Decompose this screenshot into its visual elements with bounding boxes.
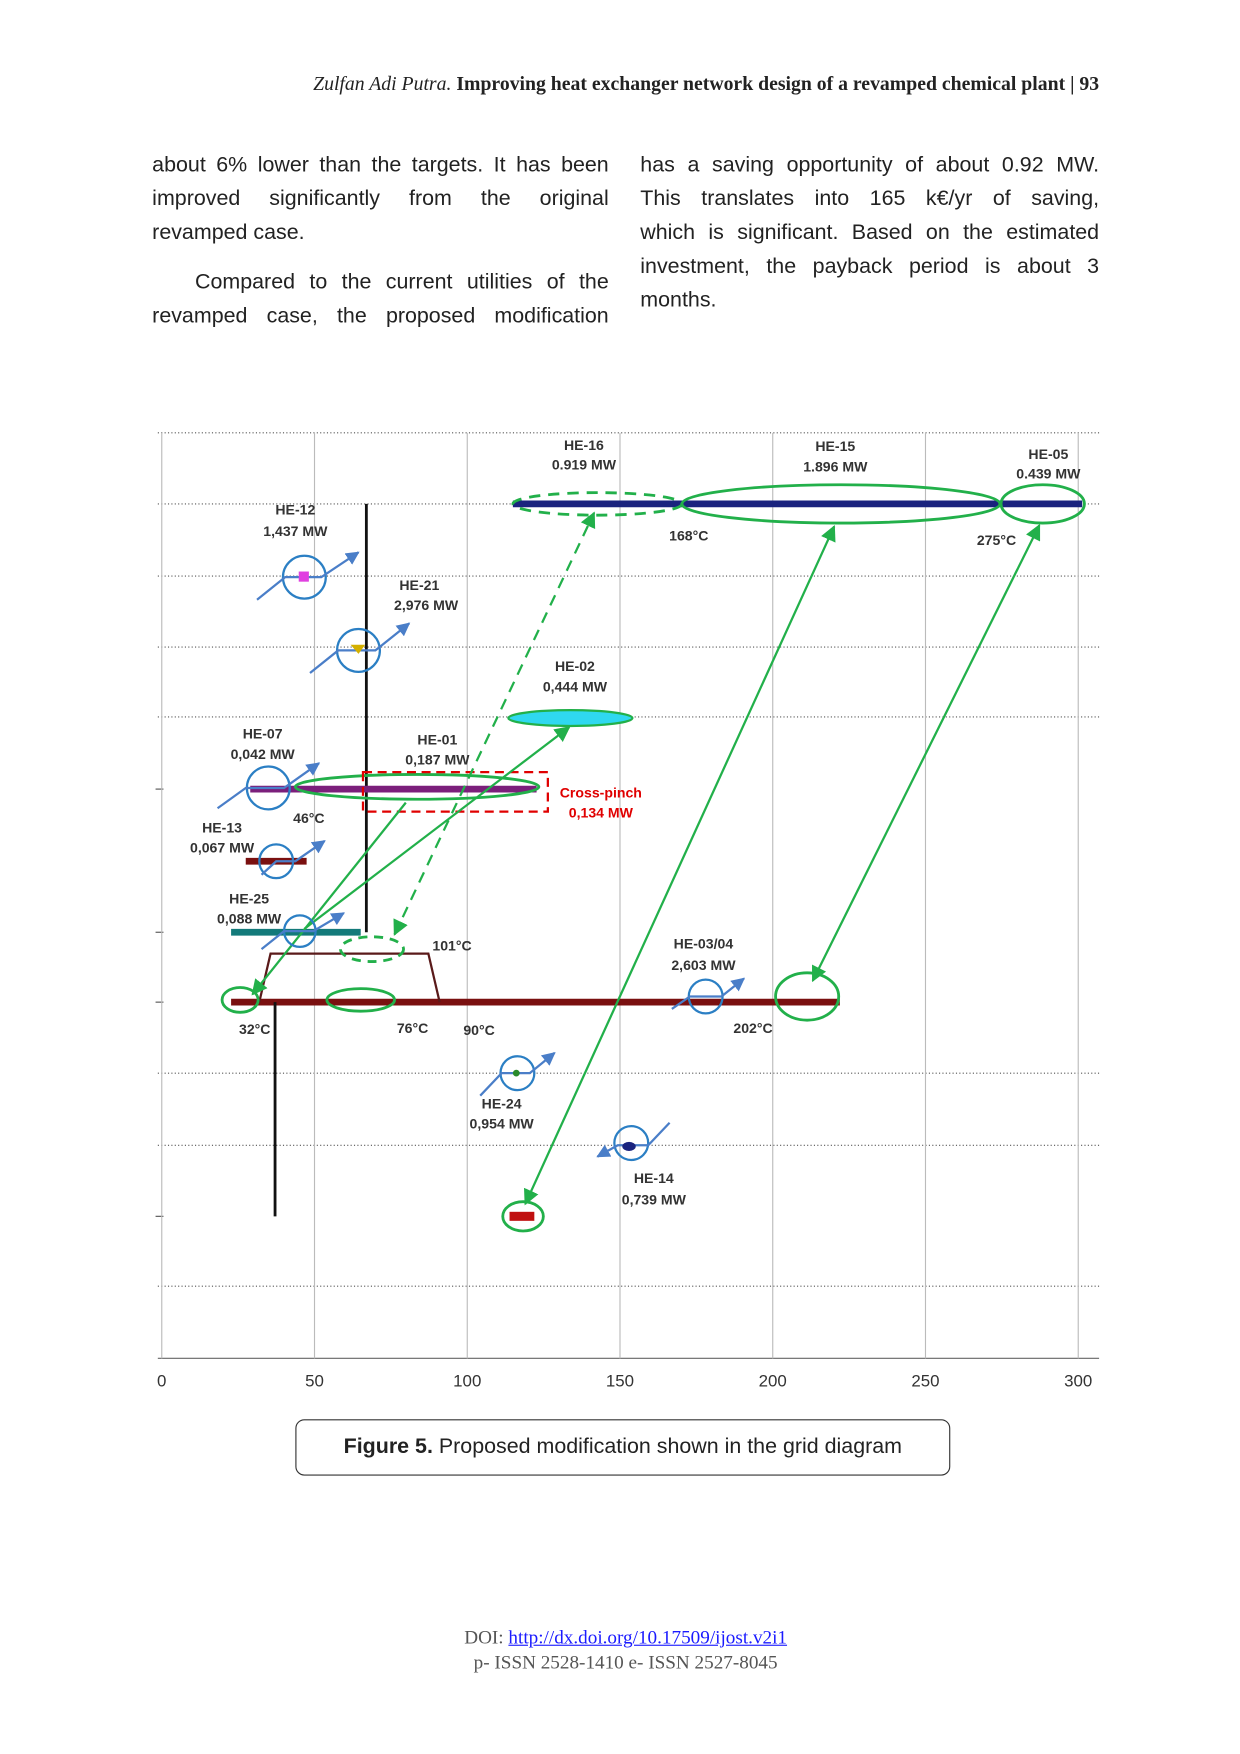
text-line: months. — [640, 288, 717, 313]
footer-issn: p- ISSN 2528-1410 e- ISSN 2527-8045 — [473, 1651, 778, 1673]
exchanger-symbol — [596, 1121, 671, 1162]
caption-text: Proposed modification shown in the grid … — [438, 1435, 902, 1459]
arrow — [811, 523, 1041, 983]
paragraph: Compared to the current utilities of the… — [152, 266, 609, 334]
exchanger-duty: 0,444 MW — [543, 678, 608, 694]
exchanger-name: HE-24 — [482, 1095, 522, 1111]
exchanger-duty: 1,437 MW — [263, 523, 328, 539]
x-tick-label: 50 — [305, 1372, 324, 1391]
running-header: Zulfan Adi Putra. Improving heat exchang… — [169, 72, 1099, 96]
exchanger-duty: 2,603 MW — [671, 957, 736, 973]
exchanger-symbol — [216, 762, 321, 811]
temperature: 90°C — [463, 1022, 494, 1038]
exchanger-duty: 0,739 MW — [622, 1191, 687, 1207]
arrow — [303, 726, 571, 930]
text-line: investment, the payback period is about … — [640, 254, 1100, 279]
x-tick-label: 200 — [759, 1372, 787, 1391]
page-number: 93 — [1079, 72, 1100, 95]
x-tick-label: 100 — [453, 1372, 481, 1391]
temperature: 32°C — [239, 1021, 270, 1037]
exchanger-duty: 0,067 MW — [190, 840, 255, 856]
exchanger-symbol — [258, 840, 326, 880]
exchanger-name: HE-02 — [555, 658, 595, 674]
figure-caption: Figure 5. Proposed modification shown in… — [295, 1419, 951, 1476]
x-tick-label: 250 — [911, 1372, 939, 1391]
left-column: about 6% lower than the targets. It has … — [152, 149, 609, 334]
caption-label: Figure 5. — [343, 1435, 433, 1459]
grid — [155, 432, 1100, 1359]
temperature: 168°C — [669, 527, 708, 543]
paper-title: Improving heat exchanger network design … — [456, 72, 1066, 95]
exchanger-symbols — [216, 551, 746, 1162]
temperature: 46°C — [293, 810, 324, 826]
exchanger-name: HE-25 — [229, 890, 269, 906]
exchanger-duty: 0,187 MW — [405, 752, 470, 768]
exchanger-duty: 0.439 MW — [1016, 465, 1081, 481]
ellipse — [325, 987, 396, 1013]
exchanger-name: HE-15 — [815, 438, 855, 454]
ellipse — [220, 986, 260, 1014]
text-line: about 6% lower than the targets. It has … — [152, 153, 609, 177]
exchanger-duty: 2,976 MW — [394, 597, 459, 613]
cooler — [509, 1211, 535, 1221]
text-line: revamped case, the proposed modification — [152, 304, 609, 329]
doi-link[interactable]: http://dx.doi.org/10.17509/ijost.v2i1 — [508, 1626, 788, 1649]
footer-doi: DOI: http://dx.doi.org/10.17509/ijost.v2… — [0, 1627, 1240, 1650]
paragraph: about 6% lower than the targets. It has … — [152, 149, 609, 250]
author: Zulfan Adi Putra. — [313, 72, 452, 95]
arrow — [524, 524, 836, 1206]
x-tick-label: 150 — [606, 1372, 634, 1391]
exchanger-match — [507, 709, 634, 728]
text-line: improved significantly from the original — [152, 187, 609, 211]
exchanger-name: HE-05 — [1028, 446, 1068, 462]
exchanger-symbol — [256, 551, 360, 601]
exchanger-symbol — [309, 622, 411, 674]
exchanger-name: HE-12 — [275, 501, 315, 517]
exchanger-duty: 0,088 MW — [217, 911, 282, 927]
ellipse — [339, 935, 405, 963]
exchanger-name: HE-14 — [634, 1170, 674, 1186]
text-line: has a saving opportunity of about 0.92 M… — [640, 153, 1100, 177]
cross-pinch-label: Cross-pinch — [560, 784, 642, 800]
bypass — [258, 952, 441, 1003]
exchanger-duty: 0.919 MW — [552, 456, 617, 472]
cross-pinch-duty: 0,134 MW — [569, 805, 634, 821]
exchanger-name: HE-07 — [243, 726, 283, 742]
exchanger-name: HE-03/04 — [674, 935, 734, 951]
text-line: Compared to the current utilities of the — [195, 270, 609, 295]
right-column: has a saving opportunity of about 0.92 M… — [640, 149, 1099, 318]
x-tick-label: 300 — [1064, 1372, 1092, 1391]
doi-prefix: DOI: — [464, 1626, 504, 1649]
ellipse — [774, 971, 841, 1022]
temperature: 202°C — [733, 1020, 772, 1036]
exchanger-name: HE-21 — [399, 577, 439, 593]
separator: | — [1070, 72, 1075, 95]
arrows — [251, 511, 1041, 1206]
text-line: which is significant. Based on the estim… — [640, 220, 1100, 245]
paragraph: has a saving opportunity of about 0.92 M… — [640, 149, 1099, 318]
exchanger-duty: 0,042 MW — [231, 746, 296, 762]
exchanger-name: HE-13 — [202, 819, 242, 835]
exchanger-duty: 0,954 MW — [470, 1116, 535, 1132]
ellipse — [999, 483, 1086, 525]
x-tick-label: 0 — [157, 1372, 166, 1391]
ellipse — [501, 1200, 545, 1233]
exchanger-name: HE-01 — [417, 731, 457, 747]
exchanger-name: HE-16 — [564, 437, 604, 453]
exchanger-duty: 1.896 MW — [803, 459, 868, 475]
exchanger-symbol — [671, 977, 746, 1015]
temperature: 275°C — [977, 532, 1016, 548]
arrow — [251, 801, 407, 996]
text-line: This translates into 165 k€/yr of saving… — [640, 187, 1100, 211]
exchanger-symbol — [260, 912, 345, 951]
match-ellipses — [220, 483, 1086, 1233]
text-line: revamped case. — [152, 220, 305, 245]
temperature: 101°C — [432, 938, 471, 954]
temperature: 76°C — [397, 1020, 428, 1036]
exchanger-symbol — [479, 1051, 556, 1097]
